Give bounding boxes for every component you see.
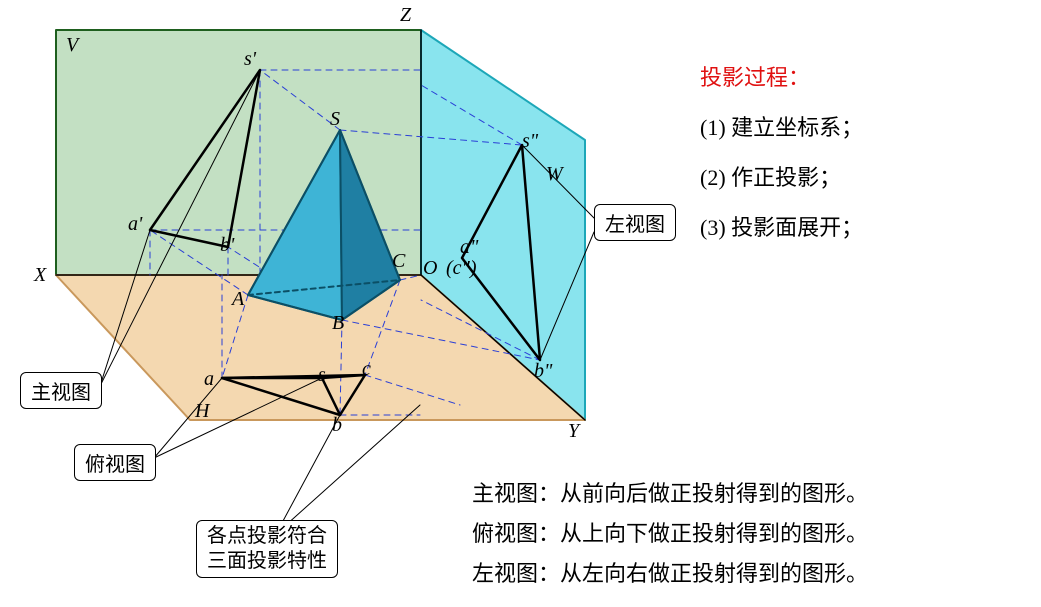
- label: a': [128, 213, 142, 236]
- callout-note-l2: 三面投影特性: [207, 550, 327, 572]
- label: W: [546, 163, 563, 186]
- step-1: (1) 建立坐标系；: [700, 110, 863, 142]
- label: b": [534, 360, 552, 383]
- label: V: [66, 34, 78, 57]
- label: s': [244, 48, 256, 71]
- label: X: [34, 264, 46, 287]
- callout-note: 各点投影符合 三面投影特性: [196, 520, 338, 578]
- callout-top-view: 俯视图: [74, 444, 156, 481]
- heading: 投影过程：: [700, 60, 810, 92]
- label: a": [460, 236, 478, 259]
- label: Y: [568, 420, 579, 443]
- label: Z: [400, 4, 411, 27]
- label: (c"): [446, 257, 477, 280]
- label: A: [232, 288, 244, 311]
- label: a: [204, 368, 214, 391]
- definition-left: 左视图：从左向右做正投射得到的图形。: [472, 556, 868, 588]
- callout-front-view: 主视图: [20, 372, 102, 409]
- step-2: (2) 作正投影；: [700, 160, 841, 192]
- label: C: [392, 250, 405, 273]
- label: b: [332, 414, 342, 437]
- label: c: [362, 358, 371, 381]
- definition-top: 俯视图：从上向下做正投射得到的图形。: [472, 516, 868, 548]
- label: b': [220, 234, 234, 257]
- label: S: [330, 108, 340, 131]
- step-3: (3) 投影面展开；: [700, 210, 863, 242]
- callout-note-l1: 各点投影符合: [207, 525, 327, 547]
- label: s": [522, 130, 538, 153]
- label: H: [195, 400, 209, 423]
- label: B: [332, 312, 344, 335]
- label: s: [318, 364, 326, 387]
- label: O: [423, 257, 437, 280]
- callout-left-view: 左视图: [594, 204, 676, 241]
- definition-front: 主视图：从前向后做正投射得到的图形。: [472, 476, 868, 508]
